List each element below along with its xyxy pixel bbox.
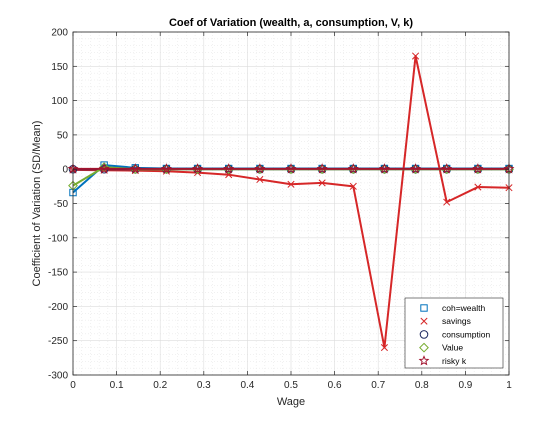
series-layer [67, 52, 515, 352]
data-point-risky-k [316, 163, 328, 174]
y-tick-label: 50 [57, 130, 69, 141]
x-tick-label: 0.6 [328, 380, 342, 391]
legend: coh=wealth savings consumption Value risky k [404, 297, 504, 369]
data-point-savings [287, 180, 295, 188]
legend-entry-value: Value [419, 342, 463, 353]
y-tick-label: -100 [48, 233, 68, 244]
x-tick-label: 0.1 [110, 380, 124, 391]
legend-entry-consumption: consumption [419, 329, 490, 339]
ticks-layer: 0 0.1 0.2 0.3 0.4 0.5 0.6 0.7 0.8 0.9 1 -300 -250 -20… [48, 28, 512, 392]
chart-title: Coef of Variation (wealth, a, consumptio… [169, 17, 413, 29]
legend-label-coh-wealth: coh=wealth [442, 303, 486, 313]
legend-marker-consumption [419, 330, 429, 339]
legend-marker-coh-wealth [420, 304, 428, 312]
data-point-risky-k [223, 163, 235, 174]
x-tick-label: 1 [506, 380, 512, 391]
x-tick-label: 0 [70, 380, 76, 391]
legend-entry-risky-k: risky k [418, 355, 467, 366]
y-tick-label: 200 [51, 28, 68, 39]
y-tick-label: 100 [51, 96, 68, 107]
data-point-risky-k [347, 163, 359, 174]
data-point-risky-k [254, 163, 266, 174]
y-tick-label: -300 [48, 371, 68, 382]
x-tick-label: 0.8 [415, 380, 429, 391]
legend-marker-savings [420, 317, 428, 325]
y-axis-label: Coefficient of Variation (SD/Mean) [31, 121, 43, 287]
data-point-savings [349, 182, 357, 190]
y-tick-label: -50 [54, 199, 69, 210]
y-tick-label: 0 [62, 165, 68, 176]
legend-box [404, 297, 504, 369]
legend-entry-coh-wealth: coh=wealth [420, 303, 486, 313]
data-point-risky-k [161, 163, 172, 174]
y-tick-label: -250 [48, 336, 68, 347]
data-point-savings [380, 344, 388, 352]
data-point-risky-k [472, 163, 484, 174]
legend-label-consumption: consumption [442, 329, 490, 339]
data-point-risky-k [192, 163, 203, 174]
legend-entry-savings: savings [420, 316, 471, 326]
y-tick-label: -150 [48, 268, 68, 279]
data-point-risky-k [410, 163, 421, 174]
data-point-risky-k [441, 163, 453, 174]
y-tick-label: 150 [51, 62, 68, 73]
data-point-savings [256, 175, 264, 184]
legend-entries: coh=wealth savings consumption Value risky k [418, 303, 490, 366]
x-tick-label: 0.5 [284, 380, 298, 391]
legend-label-value: Value [442, 343, 463, 353]
x-axis-label: Wage [277, 396, 305, 408]
data-point-savings [474, 183, 482, 191]
legend-marker-value [419, 342, 429, 353]
data-point-risky-k [129, 163, 141, 174]
x-tick-label: 0.2 [153, 380, 167, 391]
data-point-risky-k [285, 163, 297, 174]
x-tick-label: 0.3 [197, 380, 211, 391]
data-point-risky-k [379, 163, 390, 174]
series-risky-k [67, 163, 515, 174]
data-point-savings [318, 179, 326, 187]
legend-label-risky-k: risky k [442, 356, 467, 366]
data-point-savings [412, 52, 420, 60]
x-tick-label: 0.7 [371, 380, 385, 391]
x-tick-label: 0.4 [240, 380, 254, 391]
data-point-savings [443, 198, 451, 206]
x-tick-label: 0.9 [458, 380, 472, 391]
data-point-risky-k [98, 163, 110, 174]
legend-label-savings: savings [442, 316, 471, 326]
y-tick-label: -200 [48, 302, 68, 313]
legend-marker-risky-k [418, 355, 430, 366]
